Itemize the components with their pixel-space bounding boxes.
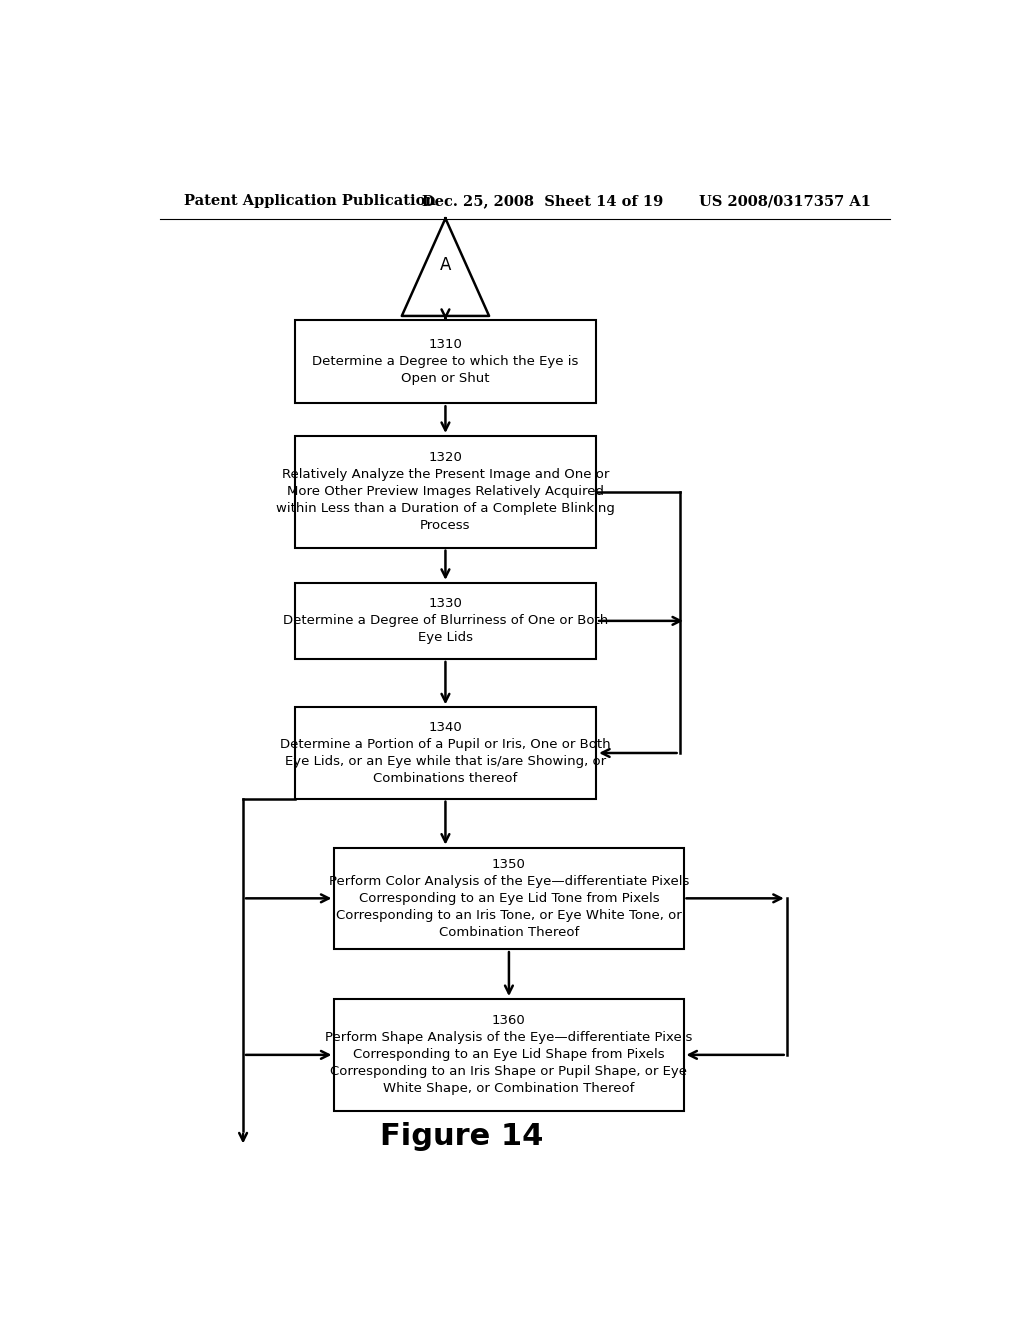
Text: US 2008/0317357 A1: US 2008/0317357 A1 [699,194,871,209]
Text: 1350
Perform Color Analysis of the Eye—differentiate Pixels
Corresponding to an : 1350 Perform Color Analysis of the Eye—d… [329,858,689,939]
FancyBboxPatch shape [295,319,596,404]
Text: 1310
Determine a Degree to which the Eye is
Open or Shut: 1310 Determine a Degree to which the Eye… [312,338,579,385]
FancyBboxPatch shape [334,847,684,949]
Text: Patent Application Publication: Patent Application Publication [183,194,435,209]
Text: A: A [439,256,452,275]
Text: Dec. 25, 2008  Sheet 14 of 19: Dec. 25, 2008 Sheet 14 of 19 [422,194,663,209]
FancyBboxPatch shape [334,999,684,1110]
Text: 1360
Perform Shape Analysis of the Eye—differentiate Pixels
Corresponding to an : 1360 Perform Shape Analysis of the Eye—d… [326,1014,692,1096]
Text: Figure 14: Figure 14 [380,1122,543,1151]
Text: 1330
Determine a Degree of Blurriness of One or Both
Eye Lids: 1330 Determine a Degree of Blurriness of… [283,598,608,644]
FancyBboxPatch shape [295,436,596,548]
FancyBboxPatch shape [295,582,596,659]
FancyBboxPatch shape [295,708,596,799]
Text: 1340
Determine a Portion of a Pupil or Iris, One or Both
Eye Lids, or an Eye whi: 1340 Determine a Portion of a Pupil or I… [281,721,610,785]
Text: 1320
Relatively Analyze the Present Image and One or
More Other Preview Images R: 1320 Relatively Analyze the Present Imag… [276,451,614,532]
